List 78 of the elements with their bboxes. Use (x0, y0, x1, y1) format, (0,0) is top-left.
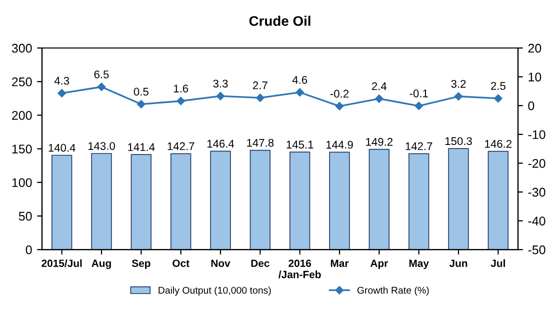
y-tick-label: 100 (12, 178, 32, 188)
data-label: 3.3 (213, 80, 228, 88)
data-label: 4.6 (292, 76, 308, 84)
point (296, 88, 304, 96)
y-tick-label: 300 (12, 44, 32, 53)
data-label: 147.8 (247, 138, 274, 147)
bar (408, 153, 430, 250)
data-label: 143.0 (88, 142, 115, 150)
legend-label: Growth Rate (%) (357, 286, 429, 296)
point (176, 96, 185, 106)
data-label: 142.7 (168, 142, 194, 150)
data-label: 2.4 (372, 82, 387, 90)
point (58, 89, 66, 98)
point (256, 94, 264, 102)
data-label: 140.4 (48, 144, 76, 152)
y2-tick-label: -10 (528, 130, 546, 140)
data-label: 146.4 (207, 140, 234, 148)
data-label: 4.3 (54, 76, 70, 85)
y2-tick-label: -50 (528, 245, 546, 254)
legend-label: Daily Output (10,000 tons) (158, 286, 271, 296)
data-label: 141.4 (128, 143, 155, 151)
data-label: 2.7 (253, 81, 268, 90)
data-label: 145.1 (286, 140, 314, 149)
data-label: 3.2 (451, 80, 466, 88)
bar (250, 150, 271, 250)
x-tick-label: Nov (211, 260, 230, 267)
bar (289, 152, 310, 250)
x-tick-label: Aug (92, 260, 111, 270)
point (137, 100, 146, 108)
data-label: 0.5 (134, 88, 148, 96)
bar (51, 154, 72, 250)
x-tick-label: Apr (370, 260, 388, 270)
x-tick-label: 2015/Jul (42, 259, 82, 268)
x-tick-label: Jun (449, 260, 468, 267)
chart-title: Crude Oil (249, 16, 310, 26)
point (414, 102, 423, 110)
data-label: 150.3 (445, 137, 472, 146)
y2-tick-label: 20 (528, 44, 542, 53)
y2-tick-label: 10 (528, 72, 542, 82)
y-tick-label: 250 (12, 77, 32, 86)
data-label: 1.6 (174, 84, 188, 92)
data-label: 6.5 (94, 70, 109, 78)
y-tick-label: 50 (18, 212, 32, 221)
y-tick-label: 150 (12, 144, 32, 154)
bar (329, 152, 350, 250)
data-label: -0.1 (410, 89, 428, 98)
bar (368, 148, 390, 250)
data-label: 149.2 (366, 138, 393, 146)
bar (130, 154, 152, 250)
point (335, 102, 344, 110)
y2-tick-label: -40 (528, 216, 546, 226)
data-label: 2.5 (491, 82, 506, 90)
bar (91, 153, 112, 250)
point (216, 92, 225, 100)
data-label: 144.9 (326, 140, 353, 149)
y-tick-label: 0 (26, 245, 32, 254)
bar (488, 150, 509, 250)
bar (210, 150, 231, 250)
y-tick-label: 200 (12, 111, 32, 120)
point (97, 82, 106, 92)
data-label: 142.7 (406, 142, 432, 150)
data-label: 146.2 (485, 140, 512, 148)
data-label: -0.2 (330, 90, 349, 98)
x-tick-label: May (409, 260, 429, 270)
y2-tick-label: 0 (528, 101, 534, 110)
point (375, 94, 384, 103)
x-tick-label: Dec (251, 260, 270, 267)
y2-tick-label: -20 (528, 159, 546, 168)
x-tick-label: Mar (330, 260, 349, 267)
x-tick-label: Oct (172, 260, 190, 267)
x-tick-label: Sep (132, 260, 150, 270)
bar (448, 148, 469, 250)
point (454, 92, 463, 101)
bar (170, 153, 192, 250)
x-tick-label: Jul (490, 259, 505, 267)
x-tick-label: 2016 /Jan-Feb (278, 260, 321, 278)
y2-tick-label: -30 (528, 188, 546, 197)
point (494, 94, 502, 103)
